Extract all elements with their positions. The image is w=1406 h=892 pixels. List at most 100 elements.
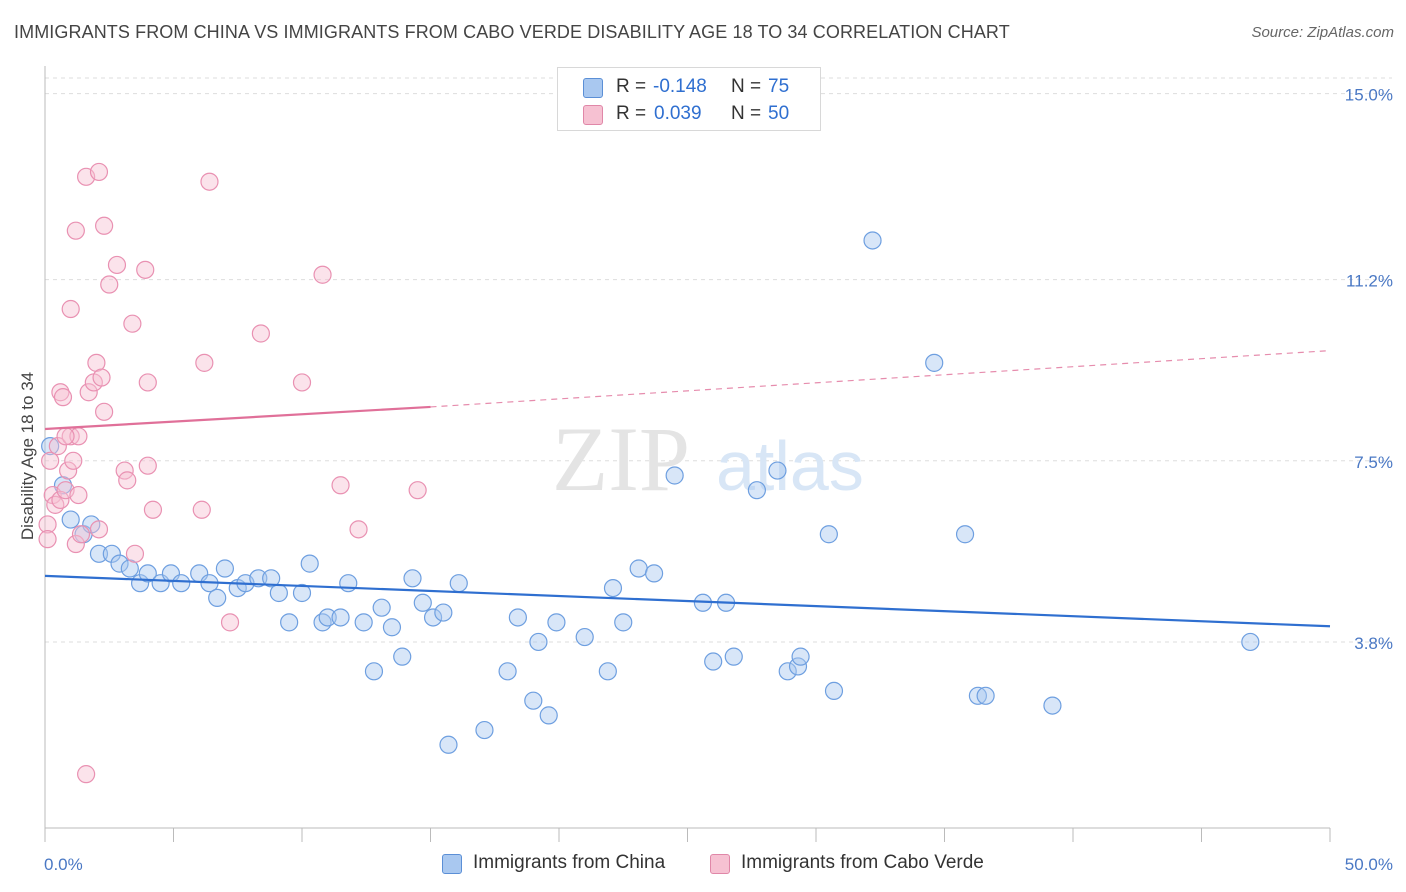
point-china <box>603 578 623 598</box>
point-cabo-verde <box>408 481 427 500</box>
points-cabo-verde <box>38 162 427 784</box>
point-cabo-verde <box>251 324 270 343</box>
trend-line-cabo-verde <box>44 405 431 431</box>
point-china <box>110 554 129 573</box>
point-cabo-verde <box>71 525 91 544</box>
point-china <box>704 652 723 671</box>
point-cabo-verde <box>192 500 211 519</box>
point-china <box>968 686 988 705</box>
point-cabo-verde <box>48 437 67 456</box>
point-china <box>539 706 558 725</box>
point-cabo-verde <box>95 216 114 235</box>
point-cabo-verde <box>64 451 83 470</box>
point-cabo-verde <box>51 490 70 510</box>
point-cabo-verde <box>292 373 312 392</box>
y-tick-label: 7.5% <box>1354 453 1393 472</box>
point-china <box>439 735 458 754</box>
point-cabo-verde <box>38 515 57 534</box>
point-china <box>449 574 468 593</box>
point-cabo-verde <box>313 265 332 284</box>
point-china <box>614 613 633 632</box>
point-china <box>1241 632 1260 652</box>
point-china <box>498 662 517 681</box>
legend-r-label: R = <box>616 76 647 97</box>
point-china <box>339 574 358 593</box>
point-china <box>413 593 432 612</box>
point-china <box>138 564 157 583</box>
point-china <box>423 608 443 627</box>
legend-row-cabo-verde: R = 0.039 N = 50 <box>558 101 820 127</box>
point-cabo-verde <box>66 221 85 240</box>
bottom-legend-label-cabo-verde: Immigrants from Cabo Verde <box>741 852 984 873</box>
point-cabo-verde <box>46 495 65 514</box>
point-cabo-verde <box>331 476 350 495</box>
point-china <box>824 681 844 701</box>
y-tick-label: 15.0% <box>1345 86 1393 105</box>
point-china <box>318 608 337 627</box>
point-cabo-verde <box>89 162 109 182</box>
point-cabo-verde <box>123 314 142 333</box>
point-cabo-verde <box>349 520 368 539</box>
point-cabo-verde <box>56 427 75 446</box>
tick-labels: 3.8% 7.5% 11.2% 15.0% 0.0% 50.0% <box>44 86 1393 874</box>
point-china <box>768 461 787 480</box>
legend-row-china: R = -0.148 N = 75 <box>558 74 820 100</box>
point-cabo-verde <box>143 500 163 519</box>
legend-r-value-china: -0.148 <box>653 76 707 97</box>
point-cabo-verde <box>51 383 70 402</box>
point-china <box>393 647 412 666</box>
point-cabo-verde <box>200 172 219 191</box>
point-china <box>331 608 350 627</box>
point-china <box>280 613 299 632</box>
point-china <box>382 618 402 637</box>
point-china <box>508 608 527 627</box>
point-cabo-verde <box>77 765 96 784</box>
legend-swatch-china <box>583 78 603 98</box>
point-cabo-verde <box>79 383 98 402</box>
source-label: Source: ZipAtlas.com <box>1251 24 1394 41</box>
point-china <box>925 353 944 372</box>
point-cabo-verde <box>53 388 73 407</box>
legend-n-label: N = <box>731 76 762 97</box>
point-china <box>819 525 838 544</box>
point-china <box>300 554 319 573</box>
point-china <box>172 574 191 593</box>
point-china <box>1043 696 1062 715</box>
y-tick-label: 11.2% <box>1346 272 1393 291</box>
point-cabo-verde <box>138 373 157 392</box>
trend-line-china <box>44 574 1331 628</box>
y-tick-label: 3.8% <box>1354 634 1393 653</box>
point-china <box>724 647 743 666</box>
legend-n-value-china: 75 <box>768 76 790 97</box>
point-china <box>778 662 797 681</box>
point-china <box>364 662 384 681</box>
point-china <box>598 662 617 681</box>
point-china <box>547 613 566 632</box>
point-china <box>262 569 281 588</box>
point-cabo-verde <box>100 275 119 294</box>
point-china <box>249 569 268 588</box>
stats-legend: R = -0.148 N = 75 R = 0.039 N = 50 <box>557 67 821 131</box>
legend-n-value-cabo-verde: 50 <box>768 103 790 124</box>
point-china <box>89 544 109 563</box>
point-cabo-verde <box>138 456 157 475</box>
y-axis-label: Disability Age 18 to 34 <box>18 372 37 540</box>
point-china <box>292 583 312 603</box>
point-china <box>475 720 494 740</box>
legend-swatch-cabo-verde <box>583 105 603 125</box>
point-china <box>434 603 453 622</box>
point-china <box>102 544 121 563</box>
points-china <box>41 231 1260 754</box>
bottom-legend-swatch-china <box>442 854 462 874</box>
watermark-zip: ZIP <box>552 408 690 510</box>
point-cabo-verde <box>92 368 111 387</box>
bottom-legend-label-china: Immigrants from China <box>473 852 666 873</box>
point-china <box>208 588 227 607</box>
point-china <box>41 437 60 456</box>
axes <box>44 66 1331 842</box>
point-china <box>403 569 422 588</box>
point-china <box>747 481 766 500</box>
point-china <box>61 510 80 529</box>
point-cabo-verde <box>38 530 57 549</box>
